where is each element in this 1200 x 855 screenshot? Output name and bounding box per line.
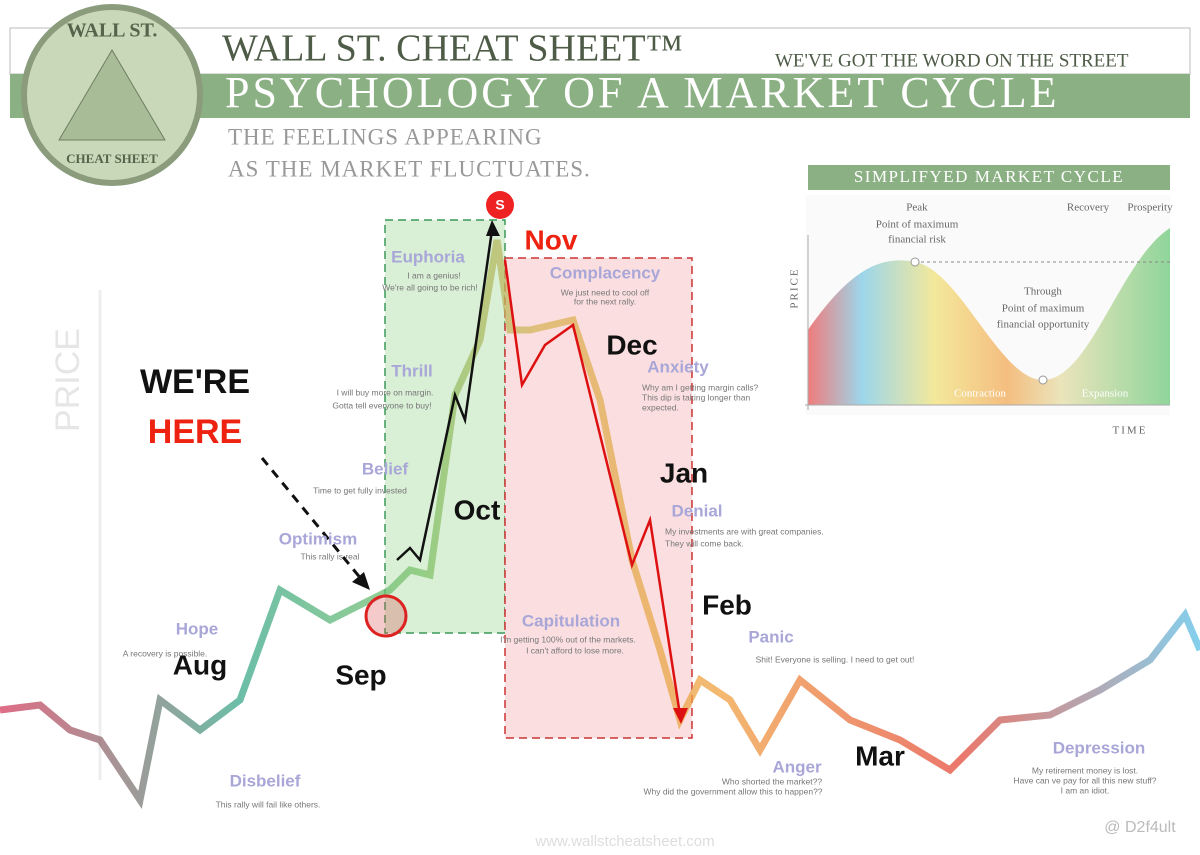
arrow-head: [352, 572, 370, 590]
stage-caption: Who shorted the market??: [722, 776, 822, 786]
fall-zone: [504, 257, 693, 739]
stage: Hope: [176, 619, 219, 638]
stage: Disbelief: [230, 771, 301, 790]
inset-label: Contraction: [954, 388, 1006, 400]
stage-caption: Why did the government allow this to hap…: [643, 786, 822, 796]
stage-caption: Time to get fully invested: [313, 485, 407, 495]
inset-label: Expansion: [1082, 388, 1129, 400]
callout: HERE: [148, 413, 242, 451]
inset-label: Point of maximum: [1002, 303, 1085, 315]
stage: Capitulation: [522, 611, 620, 630]
stage: Denial: [671, 501, 722, 520]
stage-caption: I am a genius!: [407, 270, 460, 280]
inset-title: SIMPLIFYED MARKET CYCLE: [854, 167, 1124, 186]
inset-title-band: [808, 165, 1170, 190]
stage-caption: We're all going to be rich!: [382, 282, 478, 292]
inset-label: Point of maximum: [876, 219, 959, 231]
trend-down: [503, 259, 682, 716]
footer-url: www.wallstcheatsheet.com: [534, 833, 714, 850]
month: Oct: [454, 494, 501, 525]
logo-pyramid: [58, 49, 166, 141]
logo-text: CHEAT SHEET: [66, 151, 158, 166]
stage: Euphoria: [391, 247, 465, 266]
stage-caption: expected.: [642, 402, 679, 412]
stage: Thrill: [391, 361, 433, 380]
inset-label: financial risk: [888, 234, 946, 246]
stage-caption: This rally is real: [300, 551, 359, 561]
stage-caption: Have can ve pay for all this new stuff?: [1013, 775, 1156, 785]
stage-caption: A recovery is possible.: [123, 648, 208, 658]
stage: Depression: [1053, 738, 1146, 757]
watermark: @ D2f4ult: [1104, 819, 1176, 836]
stage: Anxiety: [647, 357, 709, 376]
inset-label: Peak: [906, 202, 928, 214]
callout: WE'RE: [140, 363, 250, 401]
subtitle: THE FEELINGS APPEARING: [228, 124, 543, 149]
title: PSYCHOLOGY OF A MARKET CYCLE: [225, 68, 1060, 117]
stage-caption: My investments are with great companies.: [665, 526, 824, 536]
month: Mar: [855, 740, 905, 771]
trend-up: [396, 229, 494, 563]
here-circle: [364, 594, 408, 638]
month: Feb: [702, 589, 752, 620]
stage-caption: They will come back.: [665, 538, 744, 548]
inset-label: financial opportunity: [997, 319, 1090, 331]
axis-label: PRICE: [49, 328, 87, 432]
month: Jan: [660, 457, 708, 488]
header-band: [9, 27, 1191, 75]
subtitle: AS THE MARKET FLUCTUATES.: [228, 156, 591, 181]
month: Aug: [173, 649, 227, 680]
stage: Anger: [772, 757, 822, 776]
marker: [486, 191, 514, 219]
stage-caption: Shit! Everyone is selling. I need to get…: [756, 654, 915, 664]
stage-caption: I'm getting 100% out of the markets.: [500, 634, 636, 644]
callout-arrow: [260, 457, 364, 581]
inset-axis-label: TIME: [1113, 425, 1148, 437]
stage-caption: Why am I getting margin calls?: [642, 382, 758, 392]
inset-point: [910, 257, 920, 267]
month: Dec: [606, 329, 657, 360]
stage: Panic: [748, 627, 793, 646]
logo-text: WALL ST.: [67, 20, 158, 42]
stage-caption: for the next rally.: [574, 296, 636, 306]
month: Nov: [525, 224, 578, 255]
stage-caption: Gotta tell everyone to buy!: [332, 400, 431, 410]
arrow-head: [486, 220, 500, 236]
stage: Optimism: [279, 529, 357, 548]
inset-point: [1038, 375, 1048, 385]
inset: SIMPLIFYED MARKET CYCLE Peak Point of ma…: [789, 165, 1173, 437]
month: Sep: [335, 659, 386, 690]
stage-caption: I am an idiot.: [1061, 785, 1110, 795]
stage-caption: We just need to cool off: [561, 287, 650, 297]
marker-label: S: [495, 197, 504, 213]
stage: Belief: [362, 459, 409, 478]
stage: Complacency: [550, 263, 661, 282]
price-line: [0, 239, 1200, 809]
title-band: [10, 74, 1190, 118]
brand: WALL ST. CHEAT SHEET™: [222, 28, 683, 70]
stage-caption: This rally will fail like others.: [216, 799, 321, 809]
rise-zone: [384, 219, 506, 634]
tagline: WE'VE GOT THE WORD ON THE STREET: [775, 50, 1129, 71]
inset-label: Through: [1024, 286, 1062, 298]
stages: Hope A recovery is possible. Disbelief T…: [123, 247, 1157, 809]
stage-caption: This dip is taking longer than: [642, 392, 750, 402]
inset-curve: [808, 228, 1170, 405]
inset-label: Recovery: [1067, 202, 1110, 214]
arrow-head: [673, 708, 688, 724]
stage-caption: I will buy more on margin.: [337, 387, 434, 397]
inset-label: Prosperity: [1127, 202, 1173, 214]
inset-axis-label: PRICE: [789, 267, 801, 308]
stage-caption: I can't afford to lose more.: [526, 645, 624, 655]
stage-caption: My retirement money is lost.: [1032, 765, 1138, 775]
